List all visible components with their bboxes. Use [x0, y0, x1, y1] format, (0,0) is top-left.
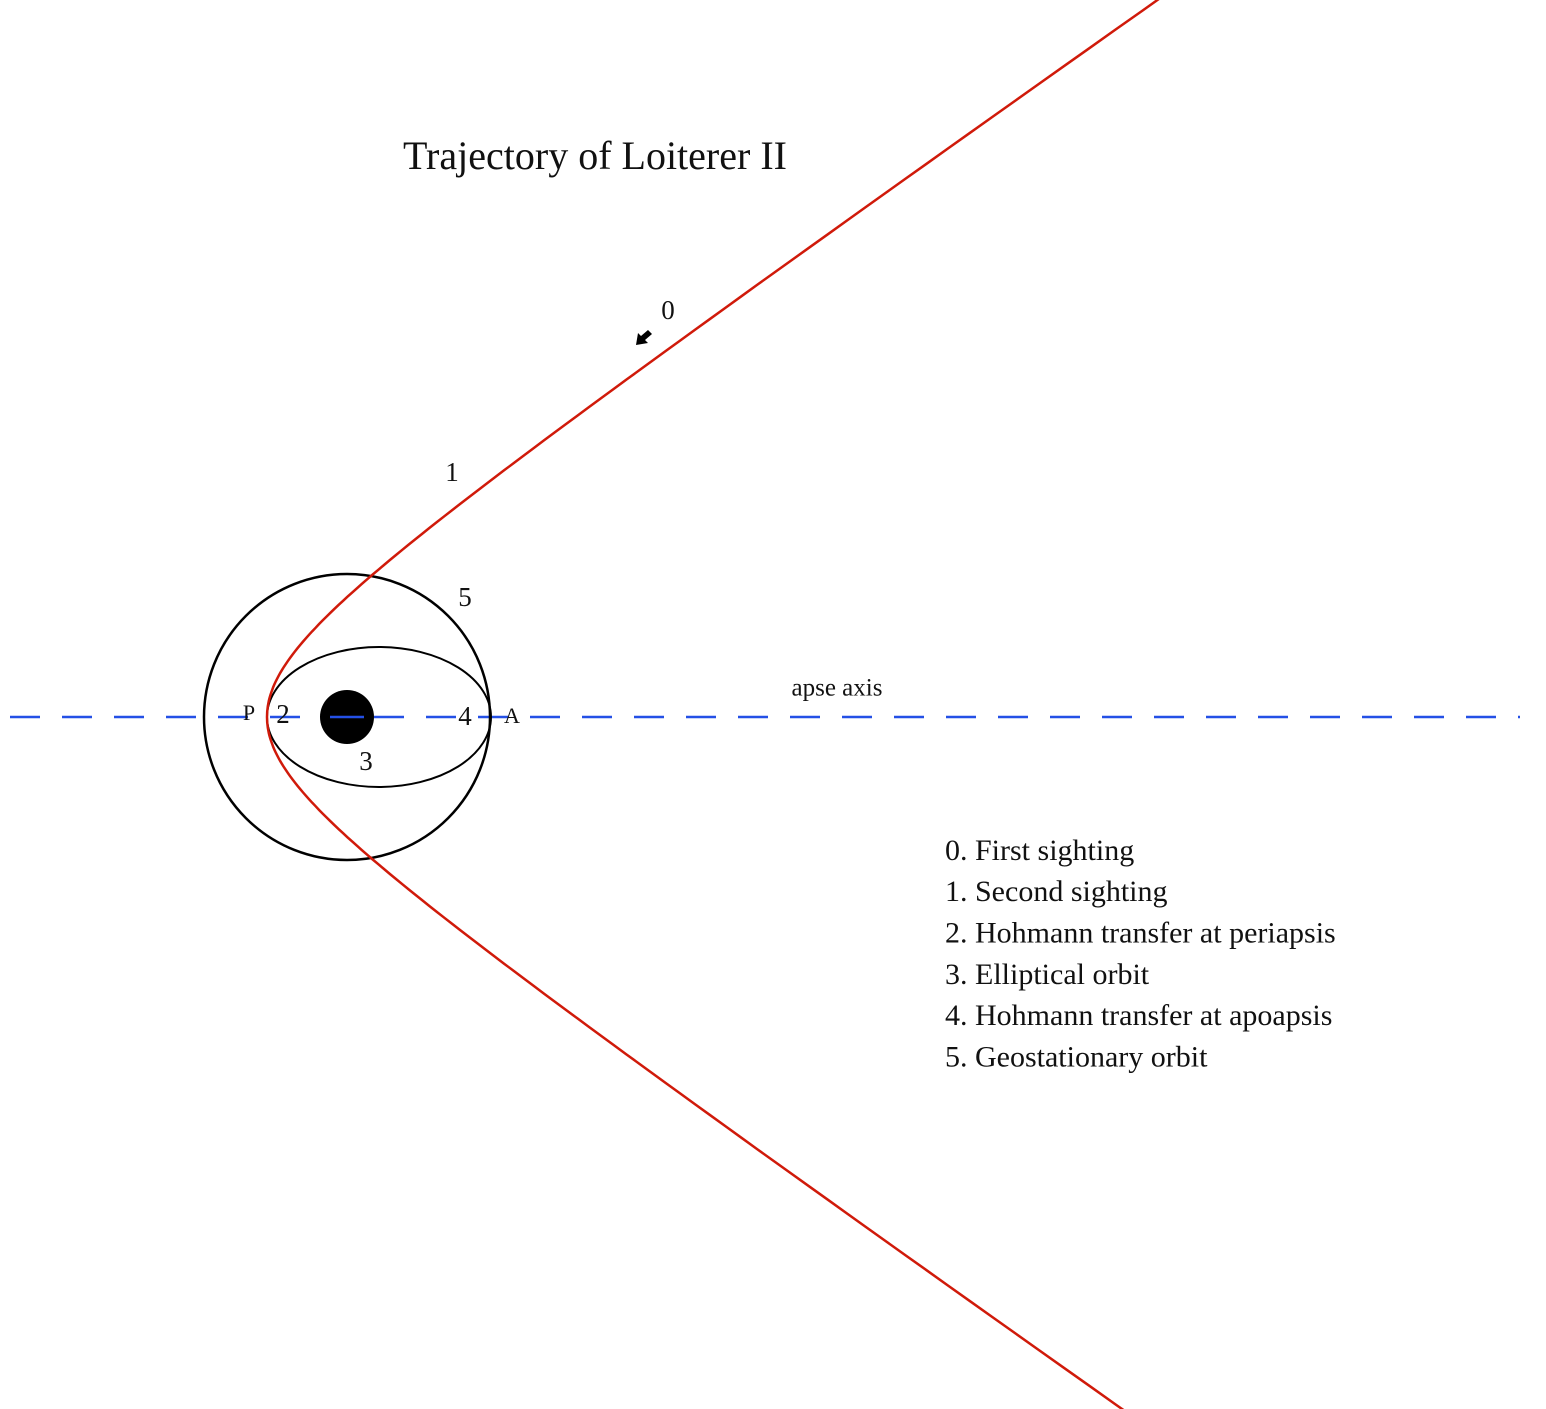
marker-label: 5	[458, 582, 472, 612]
marker-label: 0	[661, 295, 675, 325]
marker-label: 2	[276, 699, 290, 729]
direction-arrow	[636, 330, 652, 345]
apoapsis-label: A	[504, 703, 520, 728]
periapsis-label: P	[243, 700, 255, 725]
legend-item: 4. Hohmann transfer at apoapsis	[945, 999, 1332, 1032]
legend: 0. First sighting 1. Second sighting 2. Ho…	[945, 834, 1336, 1074]
marker-label: 3	[359, 746, 373, 776]
marker-label: 4	[458, 701, 472, 731]
axis-label: apse axis	[792, 675, 883, 702]
legend-item: 3. Elliptical orbit	[945, 958, 1150, 991]
legend-item: 2. Hohmann transfer at periapsis	[945, 916, 1336, 949]
legend-item: 1. Second sighting	[945, 875, 1168, 908]
title: Trajectory of Loiterer II	[403, 133, 787, 178]
hyperbolic-trajectory	[265, 0, 1160, 1409]
marker-label: 1	[445, 457, 459, 487]
legend-item: 0. First sighting	[945, 834, 1134, 867]
legend-item: 5. Geostationary orbit	[945, 1040, 1208, 1073]
